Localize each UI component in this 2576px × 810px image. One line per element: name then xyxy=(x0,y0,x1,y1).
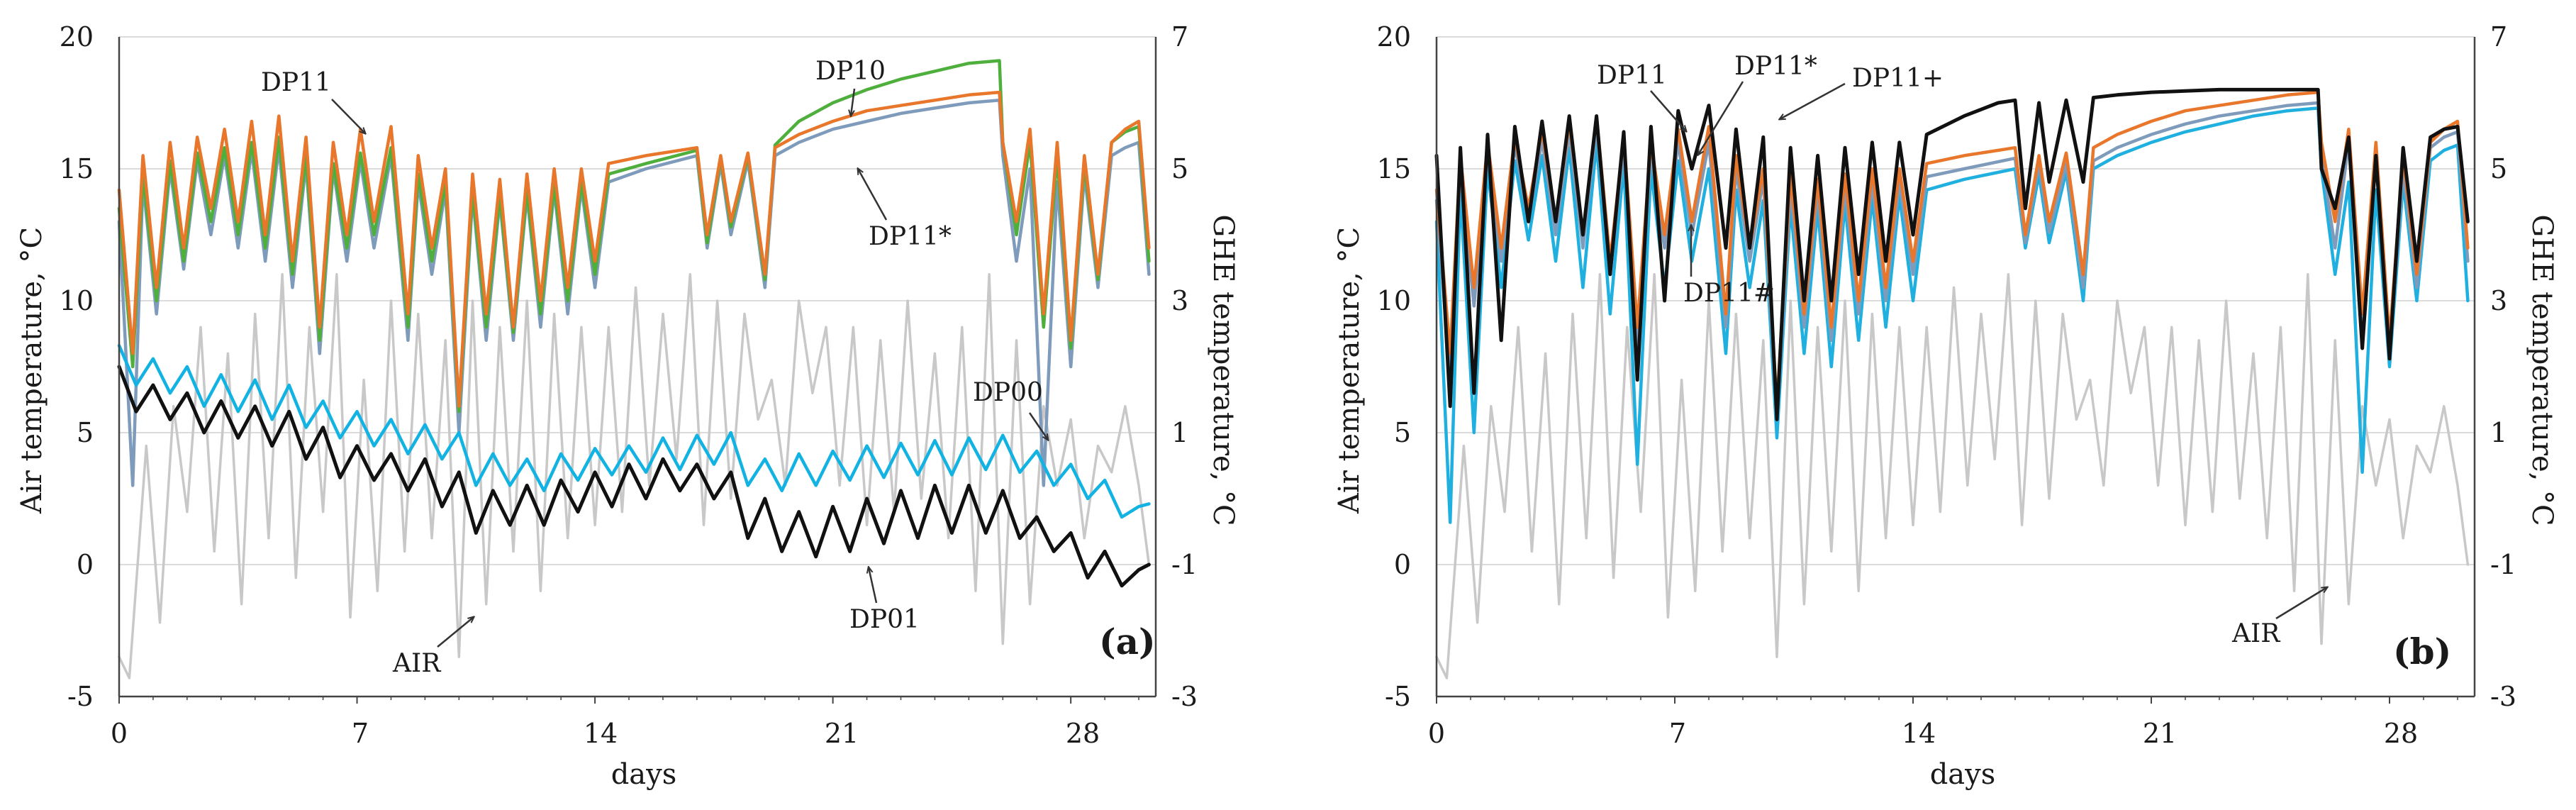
panel-b-annotation-arrow xyxy=(2275,587,2327,620)
panel-a-ytick-right: -3 xyxy=(1171,681,1198,712)
panel-b-ylabel-right: GHE temperature, °C xyxy=(2526,214,2558,526)
panel-b-ytick-left: 20 xyxy=(1377,21,1411,52)
panel-b-ytick-left: -5 xyxy=(1385,681,1411,712)
panel-a-ytick-right: 7 xyxy=(1171,21,1188,52)
panel-b-series-dp11-hash xyxy=(1434,106,2470,524)
panel-b-annotation-dp11plus: DP11+ xyxy=(1852,64,1944,93)
panel-a-xtick: 7 xyxy=(352,718,369,749)
panel-a-xlabel: days xyxy=(611,758,677,791)
panel-a-xtick: 21 xyxy=(825,718,859,749)
panel-b-label: (b) xyxy=(2393,631,2451,672)
panel-a-ytick-left: 0 xyxy=(77,549,94,580)
panel-b-series-dp11-plus xyxy=(1434,87,2470,421)
panel-a-ytick-left: 5 xyxy=(77,417,94,448)
panel-a-annotation-dp11: DP11 xyxy=(261,68,331,97)
panel-b-annotation-air: AIR xyxy=(2231,619,2280,648)
panel-b-ytick-left: 5 xyxy=(1394,417,1411,448)
panel-a-ylabel-right: GHE temperature, °C xyxy=(1207,214,1239,526)
panel-a-ytick-left: 15 xyxy=(60,153,94,184)
panel-b-xtick: 28 xyxy=(2384,718,2418,749)
panel-b-annotation-arrow xyxy=(1780,82,1846,119)
panel-b-ytick-right: 3 xyxy=(2490,285,2507,316)
panel-a-series-dp01 xyxy=(117,365,1151,588)
panel-a-annotation-arrow xyxy=(437,617,474,648)
panel-a-xtick: 14 xyxy=(584,718,618,749)
panel-b-series-air xyxy=(1435,273,2470,679)
panel-a-ytick-right: 5 xyxy=(1171,153,1188,184)
panel-a-annotation-dp10: DP10 xyxy=(815,57,886,86)
panel-b: 20 15 10 5 0 -5 7 5 3 1 -1 -3 0 7 14 21 … xyxy=(1333,21,2558,791)
panel-b-xlabel: days xyxy=(1930,758,1996,791)
panel-b-ytick-right: 7 xyxy=(2490,21,2507,52)
panel-b-ytick-left: 10 xyxy=(1377,285,1411,316)
panel-b-ytick-right: -3 xyxy=(2490,681,2516,712)
panel-a-ytick-right: -1 xyxy=(1171,549,1198,580)
panel-b-xtick: 14 xyxy=(1902,718,1936,749)
panel-a-annotation-arrow xyxy=(858,169,888,221)
panel-b-annotation-dp11hash: DP11# xyxy=(1683,279,1775,308)
panel-a-xtick: 0 xyxy=(111,718,128,749)
panel-a-series-dp11 xyxy=(117,90,1151,409)
panel-a-annotation-dp11star: DP11* xyxy=(869,222,952,251)
panel-b-xtick: 21 xyxy=(2143,718,2177,749)
panel-b-ylabel-left: Air temperature, °C xyxy=(1333,227,1366,514)
panel-a: 20 15 10 5 0 -5 7 5 3 1 -1 -3 0 7 14 21 … xyxy=(16,21,1239,791)
panel-a-annotation-arrow xyxy=(851,88,856,116)
panel-a-label: (a) xyxy=(1099,621,1156,662)
panel-a-ytick-right: 3 xyxy=(1171,285,1188,316)
panel-a-ytick-left: 20 xyxy=(60,21,94,52)
panel-a-plot-area xyxy=(117,59,1151,679)
panel-b-ytick-right: 1 xyxy=(2490,417,2507,448)
panel-a-series-dp10 xyxy=(117,59,1151,414)
panel-a-annotation-dp00: DP00 xyxy=(973,378,1043,407)
panel-a-annotation-arrow xyxy=(869,567,878,604)
panel-b-ytick-right: 5 xyxy=(2490,153,2507,184)
panel-a-series-dp00 xyxy=(117,343,1151,519)
panel-a-axes xyxy=(118,37,1157,704)
panel-b-ytick-right: -1 xyxy=(2490,549,2516,580)
panel-b-annotation-arrow xyxy=(1698,81,1744,155)
panel-a-ylabel-left: Air temperature, °C xyxy=(16,227,48,514)
panel-a-annotation-air: AIR xyxy=(392,649,441,678)
panel-b-plot-area xyxy=(1434,87,2470,679)
panel-a-ytick-right: 1 xyxy=(1171,417,1188,448)
panel-b-xtick: 0 xyxy=(1428,718,1445,749)
panel-a-ytick-left: 10 xyxy=(60,285,94,316)
panel-b-ytick-left: 0 xyxy=(1394,549,1411,580)
panel-b-ytick-left: 15 xyxy=(1377,153,1411,184)
panel-b-series-dp11 xyxy=(1434,90,2470,409)
panel-a-annotation-dp01: DP01 xyxy=(849,605,920,634)
panel-a-ytick-left: -5 xyxy=(67,681,94,712)
panel-a-annotation-arrow xyxy=(1028,412,1048,440)
panel-b-annotation-dp11: DP11 xyxy=(1597,61,1667,90)
panel-b-annotation-arrow xyxy=(1650,90,1686,131)
panel-a-xtick: 28 xyxy=(1066,718,1100,749)
panel-b-axes xyxy=(1435,37,2476,704)
panel-a-series-air xyxy=(118,273,1151,679)
panel-b-annotation-dp11star: DP11* xyxy=(1734,52,1817,81)
panel-a-annotation-arrow xyxy=(331,99,365,133)
panel-b-xtick: 7 xyxy=(1669,718,1686,749)
